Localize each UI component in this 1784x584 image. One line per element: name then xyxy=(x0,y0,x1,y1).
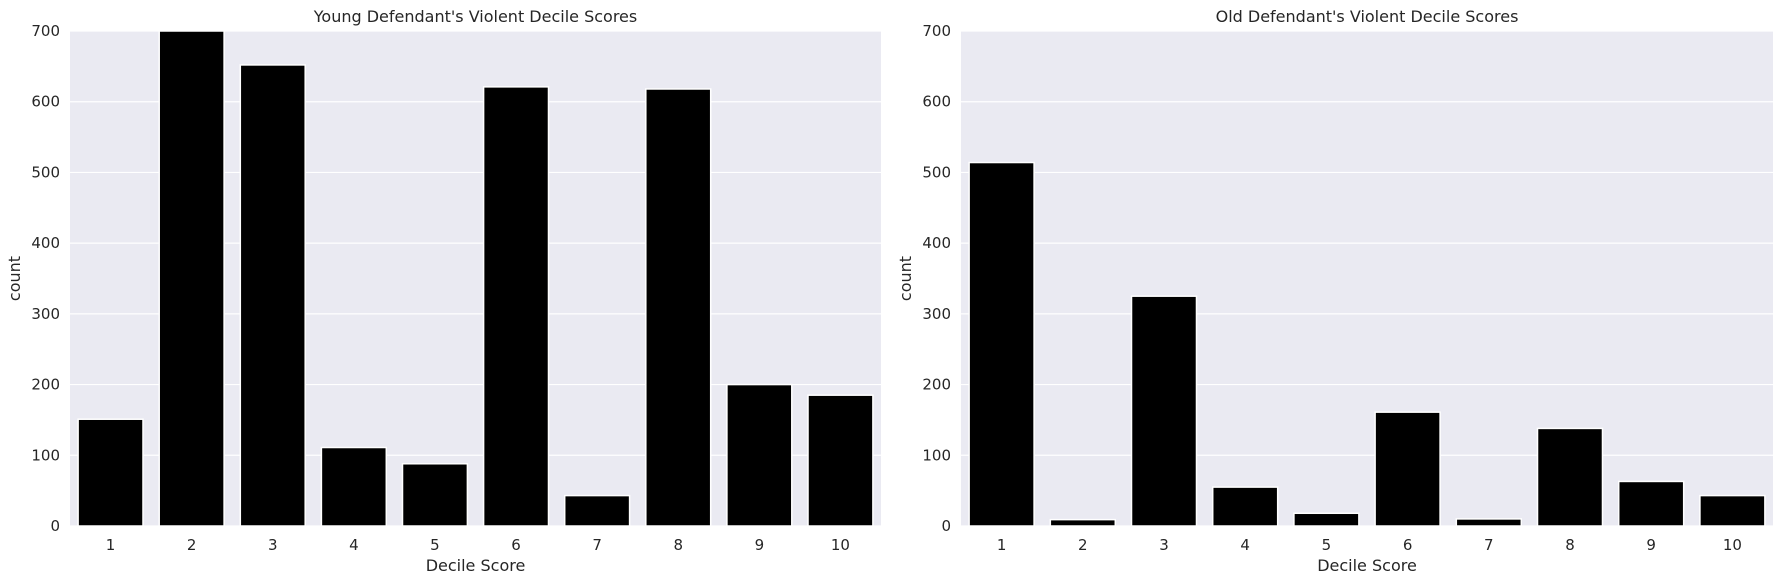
x-tick-label: 1 xyxy=(997,536,1007,554)
bar-group xyxy=(77,30,874,527)
y-tick-label: 700 xyxy=(31,22,60,40)
bar-1 xyxy=(77,418,144,527)
bar-7 xyxy=(563,494,631,527)
y-tick-label: 100 xyxy=(922,446,951,464)
x-tick-label: 2 xyxy=(187,536,197,554)
x-tick-label: 5 xyxy=(430,536,440,554)
x-tick-label: 6 xyxy=(511,536,521,554)
bar-1 xyxy=(968,161,1035,527)
y-axis-label: count xyxy=(5,256,24,301)
x-tick-label: 4 xyxy=(349,536,359,554)
bar-2 xyxy=(1049,518,1117,527)
x-tick-labels: 1 2 3 4 5 6 7 8 9 10 xyxy=(997,536,1742,554)
x-tick-label: 7 xyxy=(592,536,602,554)
grid-lines xyxy=(961,30,1773,527)
x-tick-label: 2 xyxy=(1078,536,1088,554)
y-tick-label: 600 xyxy=(31,93,60,111)
x-tick-label: 4 xyxy=(1240,536,1250,554)
x-axis-label: Decile Score xyxy=(426,556,526,575)
y-tick-label: 500 xyxy=(31,163,60,181)
x-axis-label: Decile Score xyxy=(1317,556,1417,575)
bar-3 xyxy=(239,64,306,527)
x-tick-label: 9 xyxy=(755,536,765,554)
y-tick-label: 700 xyxy=(922,22,951,40)
y-tick-label: 0 xyxy=(50,517,60,535)
y-tick-labels: 0 100 200 300 400 500 600 700 xyxy=(922,22,951,535)
y-axis-label: count xyxy=(896,256,915,301)
y-tick-label: 0 xyxy=(941,517,951,535)
x-tick-label: 6 xyxy=(1403,536,1413,554)
bar-5 xyxy=(1293,512,1360,527)
bar-9 xyxy=(1617,480,1685,527)
x-tick-label: 5 xyxy=(1322,536,1332,554)
chart-title: Young Defendant's Violent Decile Scores xyxy=(313,7,637,26)
bar-5 xyxy=(401,463,469,527)
bar-7 xyxy=(1455,518,1523,527)
bar-3 xyxy=(1130,295,1198,527)
bar-6 xyxy=(482,86,550,527)
x-tick-label: 3 xyxy=(268,536,278,554)
x-tick-label: 7 xyxy=(1484,536,1494,554)
x-tick-label: 10 xyxy=(1723,536,1742,554)
y-tick-label: 100 xyxy=(31,446,60,464)
bar-10 xyxy=(807,394,874,527)
bar-group xyxy=(968,161,1766,527)
chart-title: Old Defendant's Violent Decile Scores xyxy=(1216,7,1519,26)
y-tick-label: 400 xyxy=(922,234,951,252)
bar-4 xyxy=(320,446,388,527)
y-tick-labels: 0 100 200 300 400 500 600 700 xyxy=(31,22,60,535)
y-tick-label: 200 xyxy=(922,376,951,394)
chart-old: 0 100 200 300 400 500 600 700 1 2 3 4 5 6 7 8 9 10 Old D… xyxy=(896,7,1773,575)
x-tick-label: 3 xyxy=(1159,536,1169,554)
y-tick-label: 600 xyxy=(922,93,951,111)
x-tick-label: 10 xyxy=(831,536,850,554)
bar-10 xyxy=(1699,494,1766,527)
bar-4 xyxy=(1211,486,1279,527)
x-tick-label: 8 xyxy=(673,536,683,554)
x-tick-labels: 1 2 3 4 5 6 7 8 9 10 xyxy=(106,536,850,554)
bar-8 xyxy=(1536,427,1604,527)
x-tick-label: 1 xyxy=(106,536,116,554)
y-tick-label: 200 xyxy=(31,376,60,394)
bar-6 xyxy=(1374,411,1441,527)
y-tick-label: 400 xyxy=(31,234,60,252)
bar-9 xyxy=(726,383,793,527)
chart-young: 0 100 200 300 400 500 600 700 1 2 3 4 5 6 7 8 9 10 Young… xyxy=(5,7,881,575)
y-tick-label: 300 xyxy=(922,305,951,323)
x-tick-label: 9 xyxy=(1646,536,1656,554)
plot-background xyxy=(961,31,1773,526)
y-tick-label: 500 xyxy=(922,163,951,181)
bar-2 xyxy=(158,30,225,527)
bar-8 xyxy=(645,88,712,527)
x-tick-label: 8 xyxy=(1565,536,1575,554)
y-tick-label: 300 xyxy=(31,305,60,323)
